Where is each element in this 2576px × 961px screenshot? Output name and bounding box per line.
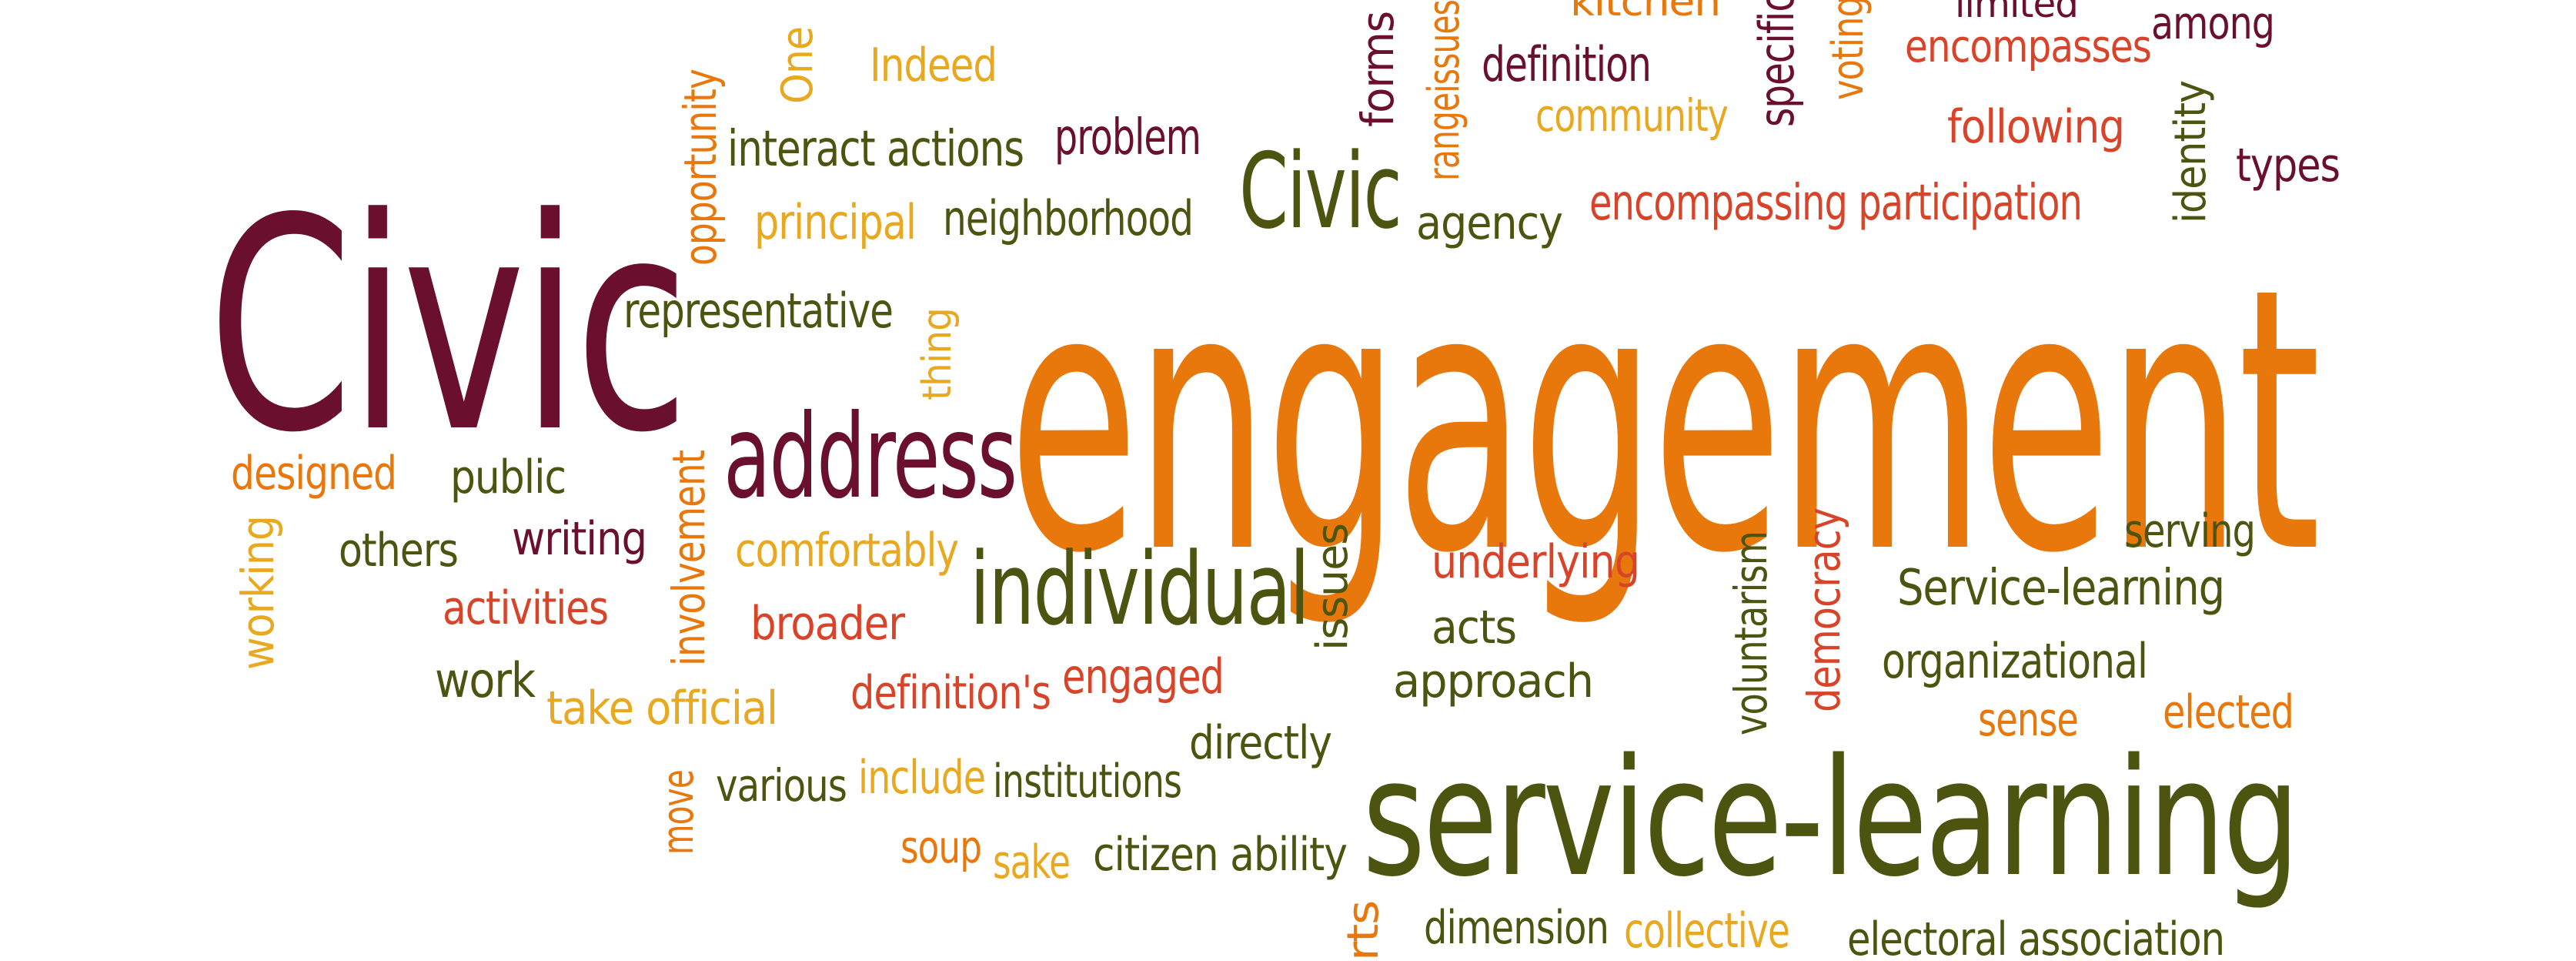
word-serving: serving	[2124, 504, 2255, 558]
word-involvement: involvement	[663, 450, 715, 666]
word-approach: approach	[1393, 655, 1593, 708]
word-interact-actions: interact actions	[727, 121, 1024, 178]
word-engagement: engagement	[1008, 211, 2317, 632]
word-definition: definition	[1482, 36, 1651, 92]
word-work: work	[435, 652, 536, 708]
word-types: types	[2236, 139, 2340, 193]
word-individual: individual	[970, 531, 1308, 648]
word-community: community	[1535, 89, 1728, 142]
word-public: public	[450, 450, 566, 504]
word-sake: sake	[993, 835, 1070, 889]
word-designed: designed	[231, 447, 396, 501]
word-voluntarism: voluntarism	[1725, 531, 1777, 735]
word-rts: rts	[1338, 901, 1388, 961]
word-institutions: institutions	[993, 755, 1181, 809]
word-neighborhood: neighborhood	[943, 190, 1193, 246]
word-include: include	[858, 751, 985, 805]
word-democracy: democracy	[1798, 508, 1850, 712]
word-engaged: engaged	[1062, 648, 1224, 705]
word-representative: representative	[623, 283, 893, 339]
word-electoral-association: electoral association	[1847, 912, 2224, 961]
word-following: following	[1947, 100, 2124, 154]
word-writing: writing	[512, 512, 647, 566]
word-definitions: definition's	[850, 666, 1051, 720]
word-indeed: Indeed	[870, 39, 997, 92]
word-voting: voting	[1823, 0, 1873, 100]
word-take-official: take official	[546, 681, 777, 735]
word-encompasses: encompasses	[1905, 20, 2151, 72]
word-dimension: dimension	[1424, 901, 1609, 955]
word-address: address	[723, 390, 1016, 524]
word-move: move	[653, 770, 703, 855]
word-civic-large: Civic	[208, 156, 685, 497]
word-among: among	[2151, 0, 2274, 49]
word-sense: sense	[1978, 693, 2078, 747]
word-opportunity: opportunity	[674, 69, 727, 266]
word-directly: directly	[1189, 716, 1331, 770]
word-one: One	[773, 27, 823, 104]
word-organizational: organizational	[1882, 633, 2147, 689]
word-various: various	[716, 759, 847, 812]
word-forms: forms	[1351, 12, 1404, 127]
word-collective: collective	[1624, 902, 1789, 959]
word-others: others	[339, 524, 458, 578]
word-kitchen: kitchen	[1570, 0, 1720, 25]
word-identity: identity	[2166, 81, 2216, 223]
word-thing: thing	[914, 308, 961, 400]
word-limited: limited	[1955, 0, 2078, 26]
word-elected: elected	[2163, 685, 2294, 739]
word-issues: issues	[1308, 524, 1358, 651]
word-rangeissues: rangeissues	[1419, 0, 1469, 181]
word-working: working	[232, 516, 284, 670]
word-acts: acts	[1432, 601, 1516, 655]
word-activities: activities	[443, 581, 608, 635]
word-agency: agency	[1416, 196, 1562, 250]
word-soup: soup	[900, 821, 981, 873]
word-service-learning-small: Service-learning	[1897, 560, 2224, 617]
word-principal: principal	[754, 194, 916, 250]
word-broader: broader	[750, 597, 905, 651]
word-civic-small: Civic	[1239, 131, 1401, 252]
word-citizen-ability: citizen ability	[1093, 828, 1347, 882]
word-service-learning: service-learning	[1362, 724, 2297, 912]
word-comfortably: comfortably	[735, 524, 958, 578]
word-problem: problem	[1054, 109, 1201, 166]
word-underlying: underlying	[1432, 535, 1639, 589]
word-specific: specific	[1749, 0, 1805, 127]
word-encompassing-participation: encompassing participation	[1589, 175, 2082, 232]
